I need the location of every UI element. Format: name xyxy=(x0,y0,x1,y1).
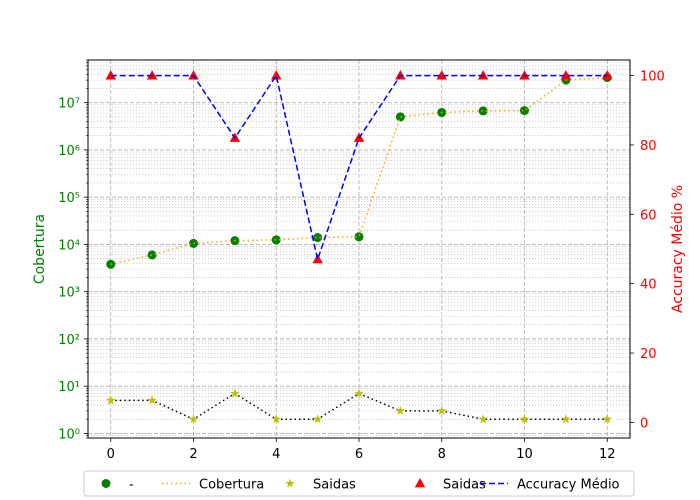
x-tick-label: 12 xyxy=(599,447,616,462)
y-axis-label-right: Accuracy Médio % xyxy=(670,185,686,313)
data-point xyxy=(312,414,323,424)
y-tick-label-left: 10⁵ xyxy=(58,191,80,206)
legend-marker xyxy=(414,478,426,488)
data-point xyxy=(271,70,282,80)
legend-label: - xyxy=(129,478,134,493)
data-point xyxy=(271,235,281,245)
y-tick-label-left: 10⁶ xyxy=(58,144,80,159)
y-tick-label-right: 20 xyxy=(640,347,657,362)
data-point xyxy=(561,414,571,424)
y-tick-label-left: 10⁷ xyxy=(58,97,80,112)
axes: 10⁰ 10¹ 10² 10³ 10⁴ 10⁵ 10⁶ 10⁷ 0 2 4 6 8 10 12 0 20 40 60… xyxy=(58,59,665,462)
data-point xyxy=(602,414,612,424)
legend-label: Saidas xyxy=(313,478,356,493)
data-point xyxy=(477,70,489,80)
series-3 xyxy=(105,70,613,264)
legend-handle xyxy=(101,479,111,488)
data-point xyxy=(106,395,116,405)
series-4 xyxy=(110,73,608,263)
series-line xyxy=(110,73,608,263)
data-point xyxy=(395,405,406,415)
data-point xyxy=(188,70,199,80)
data-point xyxy=(313,233,323,243)
data-point xyxy=(560,70,572,80)
data-point xyxy=(519,414,530,424)
x-tick-label: 8 xyxy=(438,447,446,462)
legend-label: Accuracy Médio xyxy=(517,478,620,493)
y-tick-label-right: 60 xyxy=(640,208,657,223)
y-tick-label-left: 10⁴ xyxy=(58,238,80,253)
legend-label: Saidas xyxy=(443,478,486,493)
legend-handle xyxy=(285,478,295,488)
data-point xyxy=(395,70,406,80)
x-tick-label: 6 xyxy=(355,447,363,462)
legend-handle xyxy=(414,478,426,488)
y-tick-label-left: 10² xyxy=(58,333,80,348)
data-point xyxy=(436,70,447,80)
legend: - Cobertura Saidas Saidas Accuracy Médio xyxy=(83,470,635,497)
y-axis-label-left: Cobertura xyxy=(32,214,48,284)
data-point xyxy=(602,70,613,80)
legend-marker xyxy=(285,478,295,488)
data-point xyxy=(146,70,158,80)
data-point xyxy=(354,232,364,242)
data-point xyxy=(189,238,199,248)
data-point xyxy=(230,388,240,398)
data-point xyxy=(312,253,323,264)
data-point xyxy=(188,414,199,424)
y-tick-label-right: 40 xyxy=(640,278,657,293)
data-point xyxy=(395,112,405,122)
legend-box xyxy=(83,470,635,497)
x-tick-label: 4 xyxy=(272,447,280,462)
data-point xyxy=(478,106,488,116)
data-point xyxy=(354,388,364,398)
data-point xyxy=(519,106,529,116)
y-tick-label-left: 10¹ xyxy=(58,380,80,395)
series-layer xyxy=(105,70,613,424)
y-tick-label-left: 10⁰ xyxy=(58,427,80,442)
legend-marker xyxy=(101,479,111,488)
x-tick-label: 0 xyxy=(107,447,115,462)
legend-label: Cobertura xyxy=(199,478,264,493)
data-point xyxy=(436,405,447,415)
data-point xyxy=(519,70,530,80)
data-point xyxy=(271,414,282,424)
x-tick-label: 10 xyxy=(516,447,533,462)
data-point xyxy=(478,414,488,424)
y-tick-label-right: 80 xyxy=(640,139,657,154)
y-tick-label-left: 10³ xyxy=(58,286,80,301)
y-tick-label-right: 0 xyxy=(640,416,648,431)
data-point xyxy=(147,250,157,260)
data-point xyxy=(105,70,116,80)
data-point xyxy=(147,395,157,405)
grid xyxy=(88,59,630,439)
x-tick-label: 2 xyxy=(189,447,197,462)
y-tick-label-right: 100 xyxy=(640,70,665,85)
series-2 xyxy=(106,388,612,424)
